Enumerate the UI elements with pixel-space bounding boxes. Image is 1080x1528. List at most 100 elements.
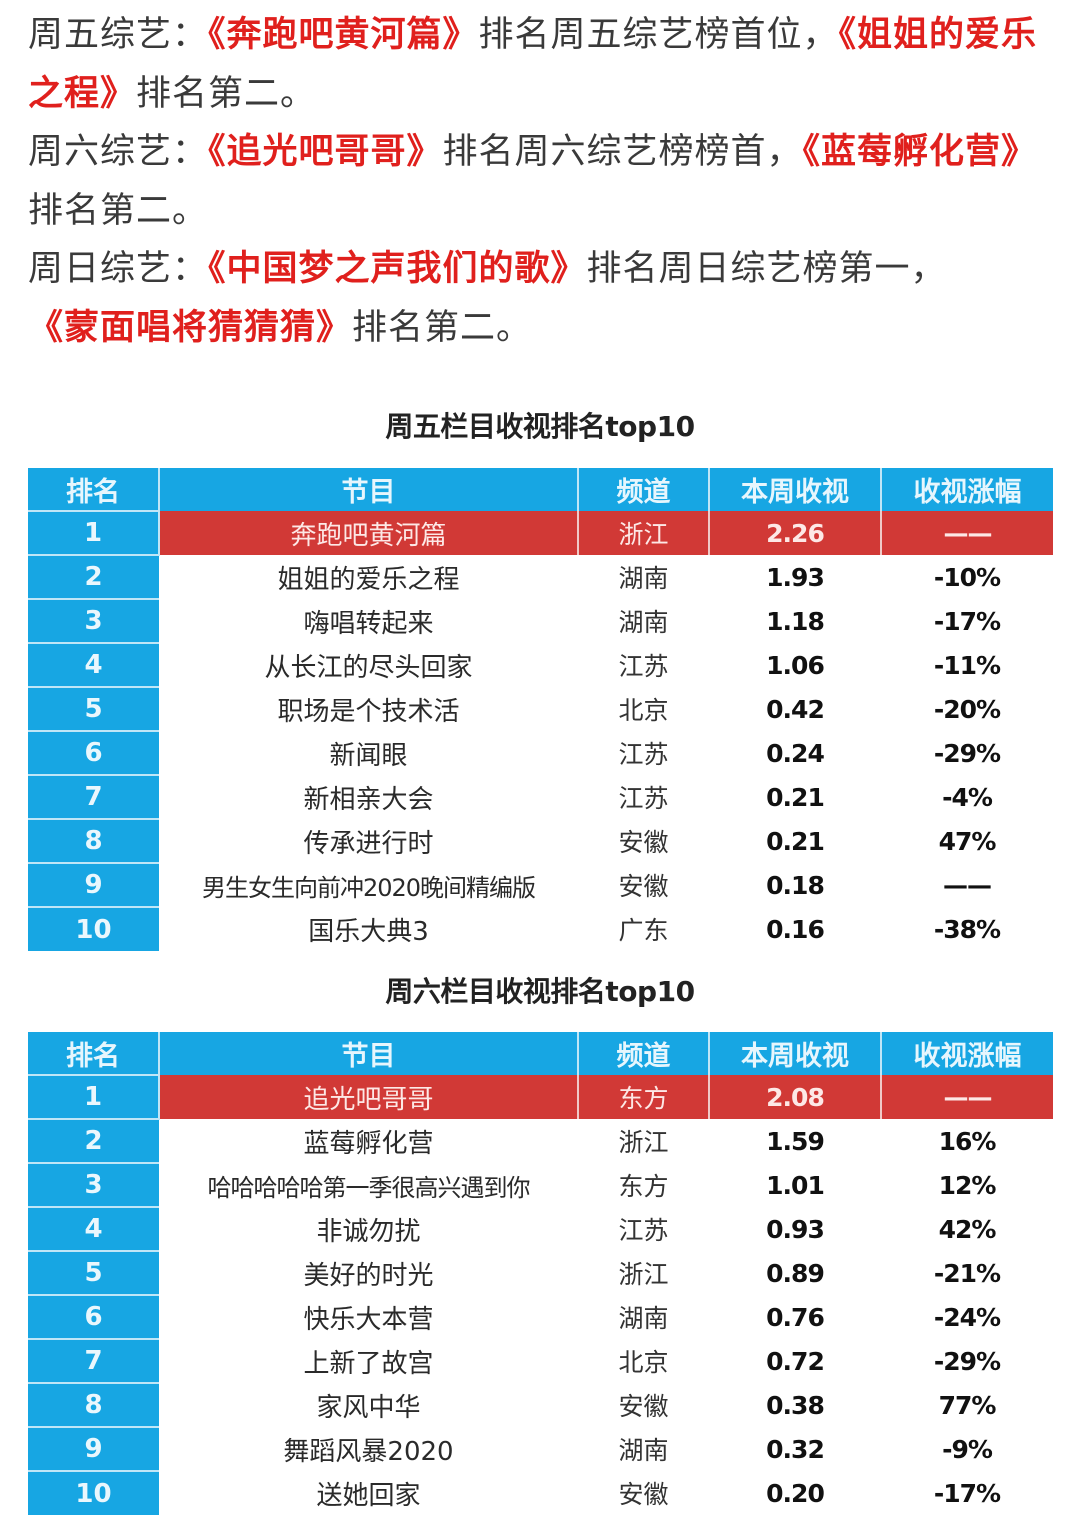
rating-cell: 1.18 xyxy=(766,606,825,636)
change-cell: 42% xyxy=(938,1214,997,1244)
table-row: 9 舞蹈风暴2020 湖南 0.32 -9% xyxy=(28,1426,1053,1471)
sunday-summary: 周日综艺：《中国梦之声我们的歌》排名周日综艺榜第一， 《蒙面唱将猜猜猜》排名第二。 xyxy=(28,240,1058,357)
rank-cell: 6 xyxy=(28,1294,159,1339)
rank-cell: 10 xyxy=(28,906,159,951)
show-cell: 家风中华 xyxy=(316,1392,421,1423)
rating-cell: 0.38 xyxy=(766,1390,825,1420)
channel-cell: 江苏 xyxy=(618,784,669,813)
change-cell: -20% xyxy=(933,694,1001,724)
table-row: 3 嗨唱转起来 湖南 1.18 -17% xyxy=(28,598,1053,643)
rating-cell: 2.08 xyxy=(708,1075,881,1119)
change-cell: -9% xyxy=(942,1434,993,1464)
change-cell: -21% xyxy=(933,1258,1001,1288)
rank-cell: 1 xyxy=(28,1074,159,1119)
show-cell: 嗨唱转起来 xyxy=(303,608,434,639)
show-cell: 送她回家 xyxy=(316,1480,421,1511)
friday-first-show: 《奔跑吧黄河篇》 xyxy=(208,15,479,55)
channel-cell: 浙江 xyxy=(618,1260,669,1289)
channel-cell: 广东 xyxy=(618,916,669,945)
rating-cell: 0.16 xyxy=(766,914,825,944)
rating-cell: 1.93 xyxy=(766,562,825,592)
channel-cell: 江苏 xyxy=(618,1216,669,1245)
saturday-ranking-table: 排名 节目 频道 本周收视 收视涨幅 1 追光吧哥哥 东方 2.08 —— 2 … xyxy=(28,1032,1053,1515)
change-cell: 77% xyxy=(938,1390,997,1420)
show-cell: 哈哈哈哈哈第一季很高兴遇到你 xyxy=(207,1173,531,1202)
change-cell: 16% xyxy=(938,1126,997,1156)
rating-cell: 0.21 xyxy=(766,782,825,812)
sunday-second-show: 《蒙面唱将猜猜猜》 xyxy=(28,307,353,348)
change-cell: -10% xyxy=(933,562,1001,592)
header-change: 收视涨幅 xyxy=(881,468,1053,511)
table-row: 1 奔跑吧黄河篇 浙江 2.26 —— xyxy=(28,510,1053,555)
table-row: 1 追光吧哥哥 东方 2.08 —— xyxy=(28,1074,1053,1119)
channel-cell: 浙江 xyxy=(577,511,709,555)
rating-cell: 0.42 xyxy=(766,694,825,724)
rating-cell: 0.76 xyxy=(766,1302,825,1332)
friday-second-text: 排名第二。 xyxy=(136,73,317,114)
show-cell: 美好的时光 xyxy=(303,1260,434,1291)
sunday-label: 周日综艺： xyxy=(28,249,209,289)
show-cell: 姐姐的爱乐之程 xyxy=(277,564,460,595)
table-row: 2 蓝莓孵化营 浙江 1.59 16% xyxy=(28,1118,1053,1163)
channel-cell: 安徽 xyxy=(618,828,669,857)
show-cell: 奔跑吧黄河篇 xyxy=(158,511,578,555)
intro-paragraphs: 周五综艺：《奔跑吧黄河篇》排名周五综艺榜首位，《姐姐的爱乐之程》排名第二。 周六… xyxy=(28,6,1058,357)
table-row: 8 家风中华 安徽 0.38 77% xyxy=(28,1382,1053,1427)
change-cell: -38% xyxy=(933,914,1001,944)
change-cell: -29% xyxy=(933,1346,1001,1376)
change-cell: —— xyxy=(880,1075,1053,1119)
rating-cell: 0.21 xyxy=(766,826,825,856)
table-row: 9 男生女生向前冲2020晚间精编版 安徽 0.18 —— xyxy=(28,862,1053,907)
change-cell: 47% xyxy=(938,826,997,856)
rank-cell: 7 xyxy=(28,1338,159,1383)
rating-cell: 0.72 xyxy=(766,1346,825,1376)
change-cell: —— xyxy=(880,511,1053,555)
table-row: 5 美好的时光 浙江 0.89 -21% xyxy=(28,1250,1053,1295)
header-rank: 排名 xyxy=(28,468,160,511)
saturday-label: 周六综艺： xyxy=(28,132,209,172)
channel-cell: 湖南 xyxy=(618,608,669,637)
channel-cell: 安徽 xyxy=(618,872,669,901)
table-row: 6 快乐大本营 湖南 0.76 -24% xyxy=(28,1294,1053,1339)
show-cell: 新相亲大会 xyxy=(303,784,434,815)
rank-cell: 9 xyxy=(28,1426,159,1471)
rating-cell: 0.18 xyxy=(766,870,825,900)
channel-cell: 北京 xyxy=(618,1348,669,1377)
rating-cell: 0.32 xyxy=(766,1434,825,1464)
channel-cell: 湖南 xyxy=(618,1436,669,1465)
table-header-row: 排名 节目 频道 本周收视 收视涨幅 xyxy=(28,468,1053,511)
channel-cell: 湖南 xyxy=(618,1304,669,1333)
table-row: 8 传承进行时 安徽 0.21 47% xyxy=(28,818,1053,863)
rating-cell: 0.93 xyxy=(766,1214,825,1244)
rating-cell: 0.89 xyxy=(766,1258,825,1288)
rating-cell: 1.06 xyxy=(766,650,825,680)
saturday-first-show: 《追光吧哥哥》 xyxy=(208,132,443,172)
header-rating: 本周收视 xyxy=(709,1032,882,1075)
change-cell: -4% xyxy=(942,782,993,812)
header-channel: 频道 xyxy=(578,1032,710,1075)
rank-cell: 4 xyxy=(28,642,159,687)
show-cell: 上新了故宫 xyxy=(303,1348,434,1379)
rank-cell: 5 xyxy=(28,1250,159,1295)
header-channel: 频道 xyxy=(578,468,710,511)
rating-cell: 0.24 xyxy=(766,738,825,768)
rating-cell: 1.59 xyxy=(766,1126,825,1156)
table-row: 4 从长江的尽头回家 江苏 1.06 -11% xyxy=(28,642,1053,687)
rank-cell: 5 xyxy=(28,686,159,731)
table-row: 10 国乐大典3 广东 0.16 -38% xyxy=(28,906,1053,951)
change-cell: 12% xyxy=(938,1170,997,1200)
table-header-row: 排名 节目 频道 本周收视 收视涨幅 xyxy=(28,1032,1053,1075)
show-cell: 职场是个技术活 xyxy=(277,696,460,727)
channel-cell: 江苏 xyxy=(618,740,669,769)
sunday-first-text: 排名周日综艺榜第一， xyxy=(586,249,947,289)
rank-cell: 2 xyxy=(28,554,159,599)
rank-cell: 9 xyxy=(28,862,159,907)
header-change: 收视涨幅 xyxy=(881,1032,1053,1075)
channel-cell: 北京 xyxy=(618,696,669,725)
friday-ranking-table: 排名 节目 频道 本周收视 收视涨幅 1 奔跑吧黄河篇 浙江 2.26 —— 2… xyxy=(28,468,1053,951)
show-cell: 蓝莓孵化营 xyxy=(303,1128,434,1159)
change-cell: -17% xyxy=(933,606,1001,636)
table-row: 7 上新了故宫 北京 0.72 -29% xyxy=(28,1338,1053,1383)
show-cell: 国乐大典3 xyxy=(308,916,429,947)
show-cell: 男生女生向前冲2020晚间精编版 xyxy=(201,873,536,902)
